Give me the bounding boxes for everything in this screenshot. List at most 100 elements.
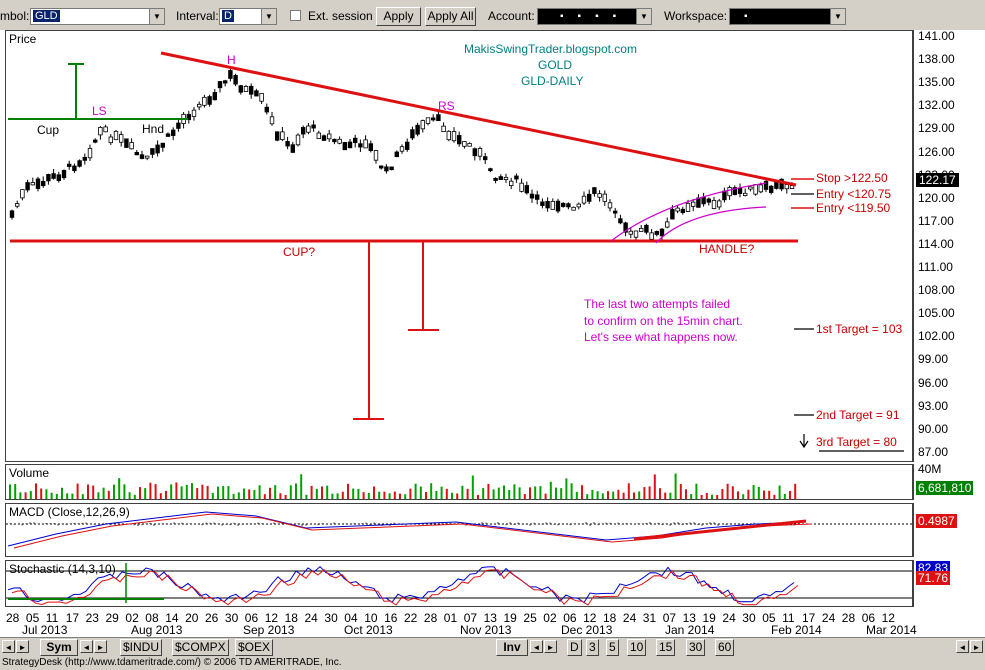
volume-bar — [482, 488, 485, 499]
volume-bar — [201, 484, 204, 499]
volume-bar — [440, 486, 443, 499]
chevron-down-icon[interactable]: ▼ — [261, 9, 276, 24]
date-tick: 04 — [344, 611, 358, 625]
apply-button[interactable]: Apply — [376, 7, 421, 26]
volume-bar — [445, 488, 448, 499]
interval-scroll-left-icon[interactable]: ◄ — [530, 640, 543, 653]
candle-body — [514, 175, 519, 180]
status-bar: StrategyDesk (http://www.tdameritrade.co… — [0, 656, 985, 670]
label-cup-question: CUP? — [283, 245, 316, 259]
inv-tab[interactable]: Inv — [496, 639, 528, 656]
volume-bar — [50, 492, 53, 499]
candle-body — [103, 126, 108, 133]
candle-body — [628, 230, 633, 235]
volume-bars — [9, 473, 797, 499]
volume-bar — [726, 483, 729, 499]
candle-body — [176, 122, 181, 129]
candle-body — [394, 151, 399, 158]
volume-bar — [321, 486, 323, 499]
candle-body — [685, 202, 691, 212]
volume-panel[interactable]: Volume — [5, 464, 913, 500]
candle-body — [758, 184, 763, 193]
candle-body — [238, 85, 243, 93]
candle-body — [482, 156, 488, 161]
volume-bar — [227, 486, 230, 499]
date-tick: 24 — [304, 611, 318, 625]
volume-bar — [487, 483, 490, 499]
candle-body — [602, 193, 607, 202]
interval-combo[interactable]: D ▼ — [219, 8, 277, 25]
workspace-label: Workspace: — [664, 9, 728, 23]
symbol-combo[interactable]: GLD ▼ — [30, 8, 165, 25]
volume-bar — [456, 493, 459, 499]
handle-wedge-lower — [655, 206, 767, 244]
candle-body — [737, 187, 743, 194]
date-tick: 05 — [762, 611, 776, 625]
tab-indu[interactable]: $INDU — [120, 639, 163, 656]
date-tick: 28 — [423, 611, 438, 625]
volume-bar — [222, 486, 225, 499]
candle-body — [274, 131, 280, 141]
volume-bar — [274, 485, 277, 499]
workspace-combo[interactable]: ▪ ▼ — [729, 8, 846, 25]
price-axis[interactable]: 141.00138.00135.00132.00129.00126.00123.… — [913, 29, 985, 462]
candle-body — [30, 182, 35, 186]
chevron-down-icon[interactable]: ▼ — [830, 9, 845, 24]
tab-scroll-right-icon[interactable]: ► — [94, 640, 107, 653]
tab-oex[interactable]: $OEX — [235, 639, 274, 656]
stochastic-panel[interactable]: Stochastic (14,3,10) — [5, 560, 913, 607]
macd-panel[interactable]: MACD (Close,12,26,9) — [5, 503, 913, 557]
sym-tab[interactable]: Sym — [40, 639, 78, 656]
candle-body — [150, 148, 155, 155]
volume-bar — [149, 482, 152, 499]
price-tick: 96.00 — [918, 375, 949, 390]
apply-all-button[interactable]: Apply All — [425, 7, 476, 26]
tab-interval-15[interactable]: 15 — [656, 639, 676, 656]
price-panel[interactable]: Price MakisSwingTrader.blogspot.com GOLD… — [5, 30, 913, 462]
scroll-left-icon[interactable]: ◄ — [2, 640, 15, 653]
stoch-svg — [6, 563, 912, 606]
candle-body — [763, 180, 769, 190]
volume-bar — [357, 488, 360, 499]
tab-interval-d[interactable]: D — [567, 639, 582, 656]
candle-body — [519, 182, 524, 192]
down-arrow-head-icon — [799, 440, 809, 449]
candle-body — [337, 138, 342, 144]
price-tick: 129.00 — [918, 121, 955, 136]
macd-line — [7, 511, 807, 547]
chart-scroll-left-icon[interactable]: ◄ — [956, 640, 969, 653]
price-tick: 105.00 — [918, 306, 955, 321]
tab-interval-30[interactable]: 30 — [686, 639, 706, 656]
candle-body — [769, 185, 774, 193]
tab-interval-3[interactable]: 3 — [586, 639, 599, 656]
tab-scroll-left-icon[interactable]: ◄ — [80, 640, 93, 653]
volume-bar — [409, 488, 412, 499]
volume-bar — [378, 491, 381, 499]
month-label: Feb 2014 — [771, 623, 822, 637]
candle-body — [576, 203, 581, 208]
volume-bar — [430, 483, 433, 499]
interval-scroll-right-icon[interactable]: ► — [544, 640, 557, 653]
volume-bar — [253, 489, 256, 499]
ext-session-checkbox[interactable] — [290, 10, 301, 21]
chevron-down-icon[interactable]: ▼ — [149, 9, 164, 24]
candle-body — [196, 103, 202, 108]
volume-bar — [211, 492, 214, 499]
candle-body — [41, 180, 46, 187]
tab-interval-10[interactable]: 10 — [627, 639, 647, 656]
candle-body — [789, 185, 795, 189]
tab-interval-60[interactable]: 60 — [715, 639, 735, 656]
date-tick: 17 — [802, 611, 816, 625]
tab-compx[interactable]: $COMPX — [172, 639, 229, 656]
volume-bar — [97, 492, 100, 499]
chevron-down-icon[interactable]: ▼ — [636, 9, 651, 24]
scroll-right-icon[interactable]: ► — [16, 640, 29, 653]
tab-interval-5[interactable]: 5 — [606, 639, 619, 656]
date-tick: 24 — [821, 611, 836, 625]
entry1-level-label: Entry <120.75 — [816, 187, 892, 201]
volume-bar — [232, 493, 235, 499]
chart-scroll-right-icon[interactable]: ► — [970, 640, 983, 653]
account-combo[interactable]: ▪▪▪▪ ▼ — [537, 8, 652, 25]
candle-body — [561, 202, 566, 207]
toolbar: mbol: GLD ▼ Interval: D ▼ Ext. session A… — [0, 0, 985, 31]
